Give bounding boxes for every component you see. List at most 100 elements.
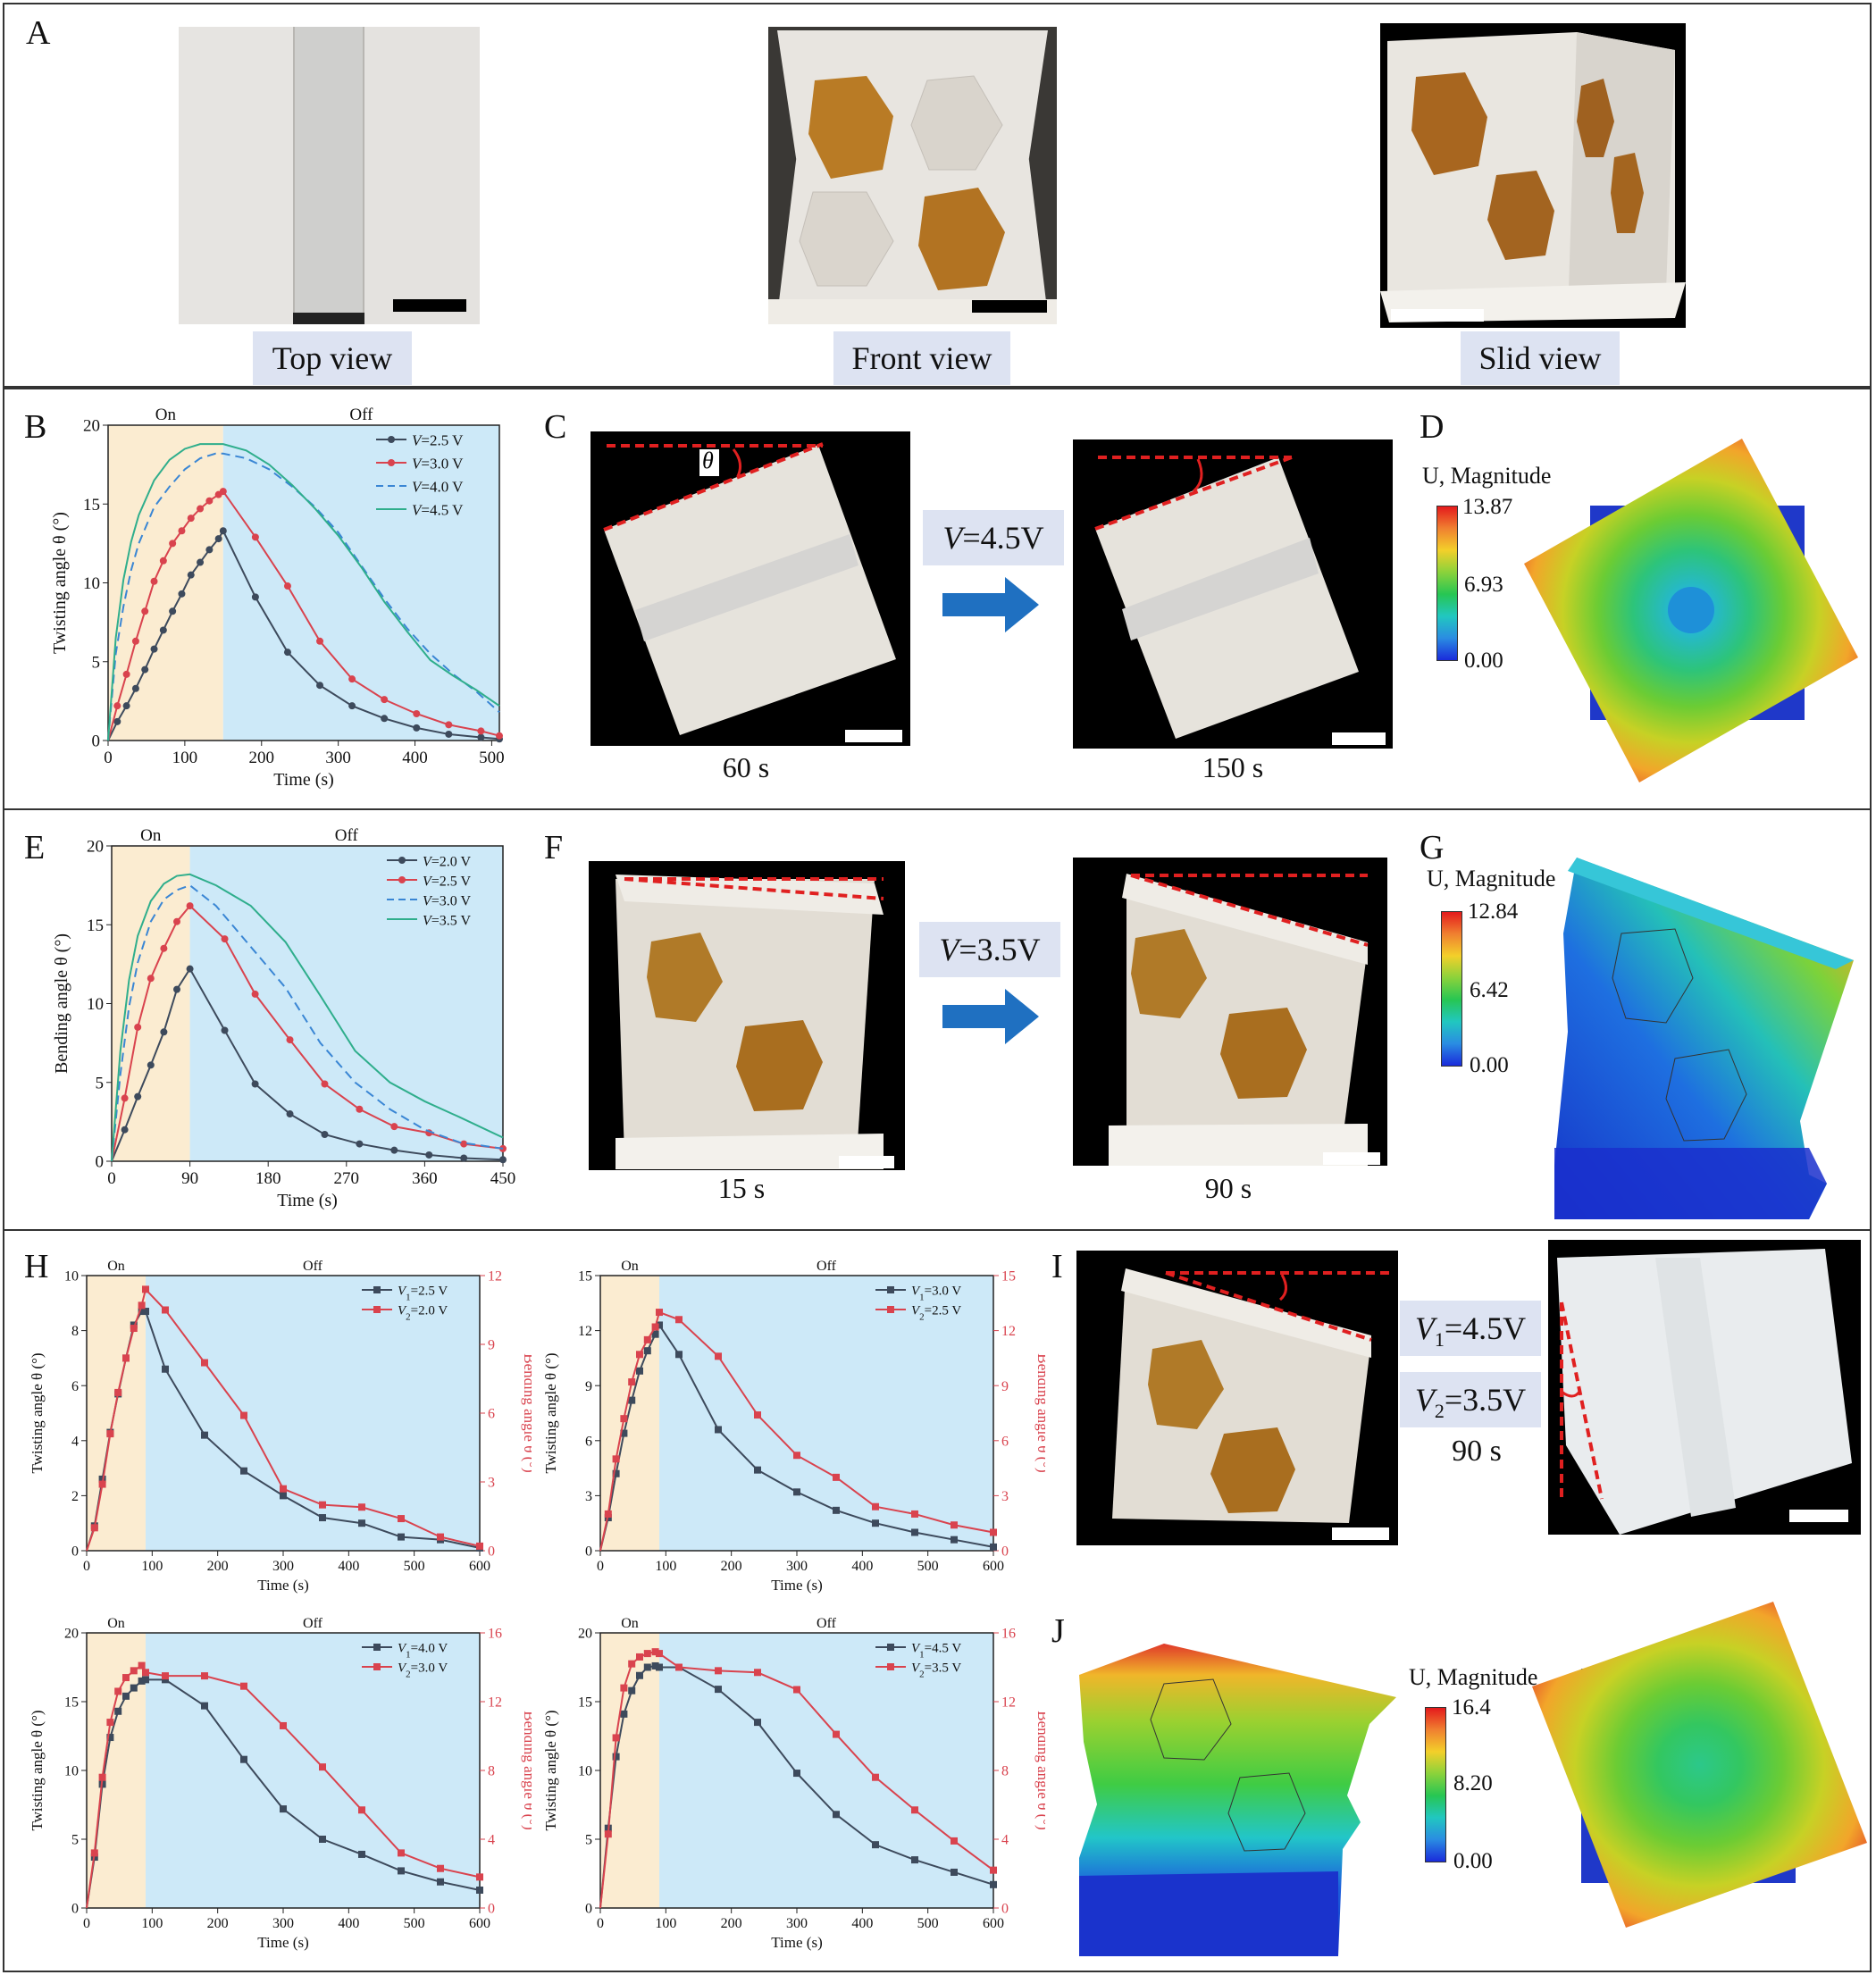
y-tick-label: 9 (585, 1379, 592, 1394)
on-label: On (155, 406, 177, 424)
legend-label: V2=2.0 V (398, 1304, 448, 1323)
series-line (111, 904, 504, 1162)
data-point (219, 488, 227, 496)
y-axis-label: Twisting angle θ (°) (29, 1352, 46, 1473)
y-axis-label: Twisting angle θ (°) (50, 512, 70, 654)
data-point (390, 1123, 398, 1131)
x-tick-label: 180 (255, 1169, 281, 1188)
data-point (754, 1411, 761, 1419)
on-label: On (107, 1259, 125, 1274)
data-point (643, 1650, 651, 1658)
legend-label: V=3.5 V (423, 914, 472, 929)
data-point (142, 1676, 149, 1684)
data-point (283, 582, 291, 590)
data-point (138, 1301, 146, 1310)
chart-e-bending-angle: On Off 0 90 180 270 360 450 0 5 10 15 20 Time (s) Bend… (52, 826, 515, 1210)
y2-axis-label: Bending angle θ (°) (521, 1711, 532, 1829)
panel-label-c: C (544, 408, 567, 446)
legend-label: V=2.0 V (423, 855, 472, 870)
legend-label: V=4.0 V (412, 479, 464, 496)
data-point (113, 702, 121, 710)
data-point (437, 1864, 444, 1872)
data-point (319, 1763, 326, 1771)
panel-bcd: B C D On Off 0 100 200 300 400 500 0 5 10 15 20 Time … (3, 388, 1872, 810)
x-tick-label: 500 (917, 1559, 939, 1574)
legend-label: V1=3.0 V (911, 1285, 961, 1303)
data-point (221, 1026, 229, 1034)
data-point (280, 1805, 287, 1813)
y2-tick-label: 0 (488, 1544, 495, 1560)
data-point (280, 1485, 287, 1493)
legend-label: V=4.5 V (412, 502, 464, 519)
y-tick-label: 5 (71, 1833, 79, 1848)
data-point (951, 1521, 958, 1529)
colorbar-min: 0.00 (1453, 1849, 1493, 1873)
fem-twist-contour (1524, 439, 1858, 782)
scale-bar (1391, 309, 1484, 322)
photo-combined-90s (1076, 1251, 1398, 1545)
voltage-label-f: V=3.5V (919, 922, 1060, 977)
legend-marker (887, 1286, 894, 1293)
y-tick-label: 0 (71, 1902, 79, 1917)
data-point (715, 1667, 722, 1675)
data-point (98, 1773, 106, 1781)
x-tick-label: 0 (83, 1559, 90, 1574)
y2-tick-label: 0 (1001, 1902, 1009, 1917)
panel-label-i: I (1051, 1248, 1063, 1285)
data-point (251, 593, 259, 601)
data-point (675, 1663, 683, 1671)
data-point (656, 1650, 663, 1658)
y-tick-label: 15 (578, 1695, 592, 1711)
data-point (122, 1354, 130, 1362)
on-label: On (621, 1259, 639, 1274)
y-tick-label: 5 (585, 1833, 592, 1848)
on-region (87, 1633, 146, 1908)
data-point (675, 1316, 683, 1324)
panel-label-d: D (1420, 408, 1445, 446)
data-point (160, 1028, 168, 1036)
x-tick-label: 400 (338, 1559, 359, 1574)
data-point (219, 527, 227, 535)
y-tick-label: 20 (64, 1627, 79, 1642)
time-15s: 15 s (717, 1172, 766, 1204)
data-point (476, 1542, 483, 1550)
y2-tick-label: 4 (1001, 1833, 1009, 1848)
photo-combined-twist (1548, 1240, 1861, 1535)
data-point (114, 1388, 122, 1396)
panel-label-h: H (24, 1248, 49, 1285)
scale-bar (1789, 1510, 1848, 1522)
y-tick-label: 6 (71, 1379, 79, 1394)
x-tick-label: 0 (104, 749, 113, 767)
data-point (142, 1669, 149, 1677)
data-point (951, 1536, 958, 1544)
data-point (348, 702, 356, 710)
x-tick-label: 300 (272, 1559, 294, 1574)
data-point (628, 1396, 636, 1404)
photo-bend-15s (589, 861, 905, 1170)
front-view-photo (768, 27, 1057, 324)
x-tick-label: 270 (334, 1169, 360, 1188)
data-point (398, 1849, 405, 1857)
data-point (106, 1734, 114, 1742)
data-point (656, 1663, 663, 1671)
y-tick-label: 3 (585, 1489, 592, 1504)
data-point (872, 1773, 879, 1781)
x-tick-label: 500 (404, 1559, 425, 1574)
data-point (604, 1830, 612, 1838)
data-point (138, 1661, 146, 1670)
scale-bar (1332, 732, 1386, 745)
x-tick-label: 100 (655, 1559, 676, 1574)
data-point (651, 1323, 659, 1331)
series-line (111, 883, 504, 1162)
data-point (114, 1687, 122, 1695)
data-point (197, 505, 205, 513)
x-tick-label: 100 (172, 749, 198, 767)
data-point (283, 649, 291, 657)
data-point (643, 1335, 651, 1343)
data-point (872, 1502, 879, 1511)
data-point (476, 1873, 483, 1881)
legend-label: V1=2.5 V (398, 1285, 448, 1303)
on-region (108, 425, 223, 741)
data-point (833, 1473, 840, 1481)
data-point (286, 1110, 294, 1118)
